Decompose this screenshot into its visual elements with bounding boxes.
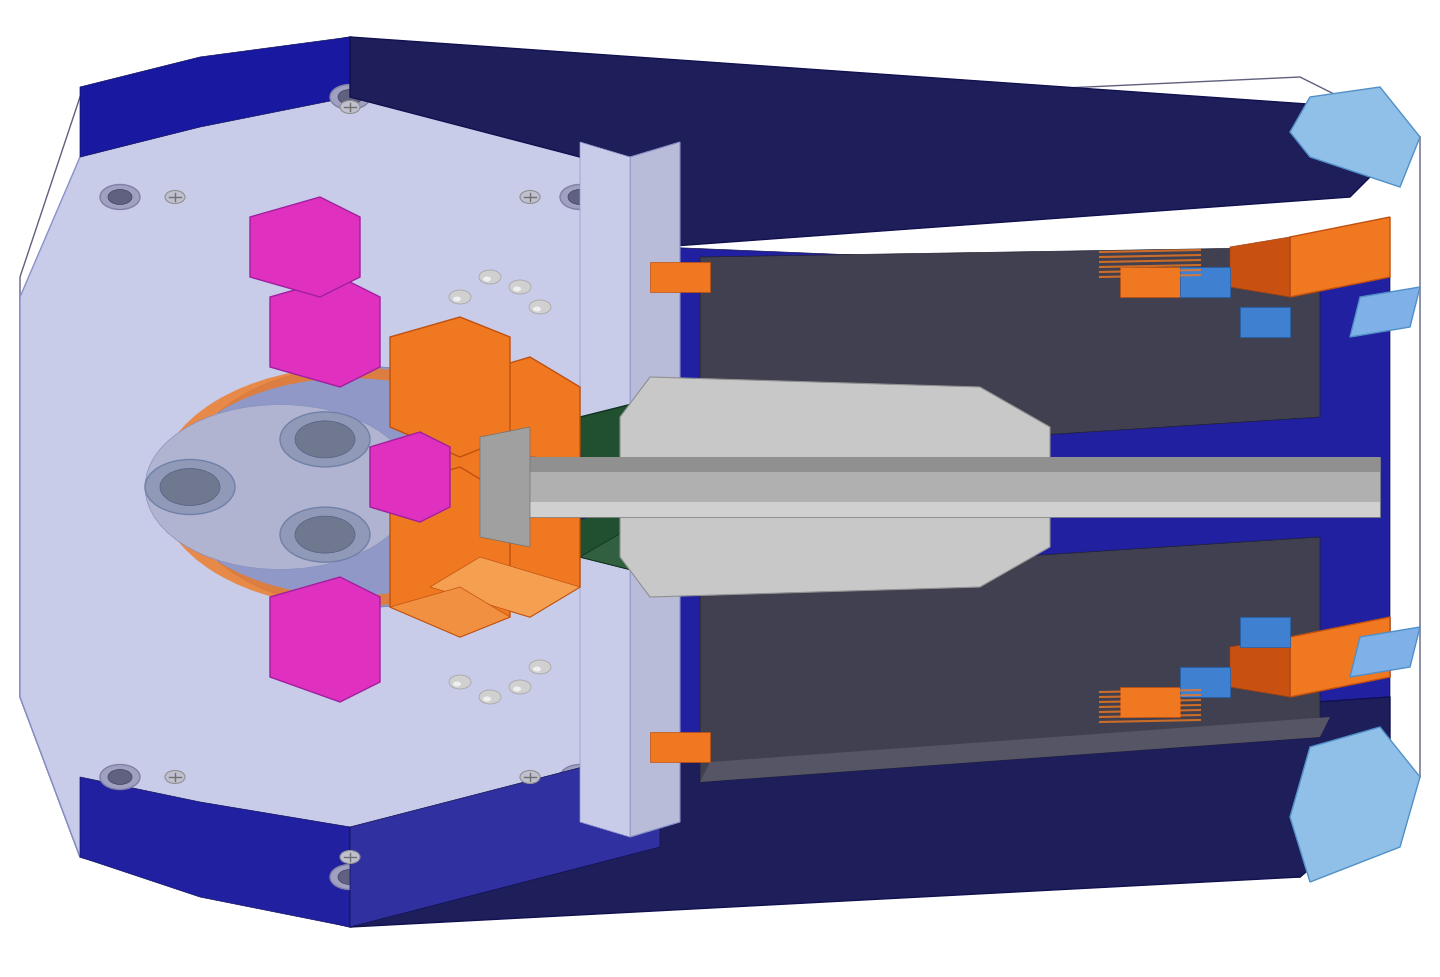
Ellipse shape <box>520 191 540 203</box>
Bar <box>1179 267 1230 297</box>
Polygon shape <box>390 587 510 637</box>
Polygon shape <box>454 440 606 535</box>
Ellipse shape <box>528 660 552 674</box>
Ellipse shape <box>482 276 491 281</box>
Polygon shape <box>20 87 660 927</box>
Ellipse shape <box>513 286 521 291</box>
Bar <box>1179 667 1230 697</box>
Ellipse shape <box>454 682 461 687</box>
Polygon shape <box>1230 637 1290 697</box>
Ellipse shape <box>567 770 592 785</box>
Ellipse shape <box>528 300 552 314</box>
Polygon shape <box>271 277 380 387</box>
Polygon shape <box>350 747 660 927</box>
Ellipse shape <box>279 507 370 562</box>
Polygon shape <box>1290 87 1420 187</box>
Polygon shape <box>431 557 580 617</box>
Bar <box>1240 617 1290 647</box>
Polygon shape <box>700 717 1331 782</box>
Ellipse shape <box>108 190 132 204</box>
Polygon shape <box>81 777 350 927</box>
Ellipse shape <box>520 771 540 784</box>
Polygon shape <box>1290 617 1390 697</box>
Polygon shape <box>1290 217 1390 297</box>
Ellipse shape <box>513 687 521 692</box>
Ellipse shape <box>449 675 471 689</box>
Polygon shape <box>631 142 680 837</box>
Ellipse shape <box>480 270 501 284</box>
Ellipse shape <box>340 101 360 113</box>
Ellipse shape <box>338 870 361 884</box>
Ellipse shape <box>145 459 235 515</box>
Polygon shape <box>480 457 1380 472</box>
Ellipse shape <box>560 764 600 789</box>
Ellipse shape <box>166 191 184 203</box>
Polygon shape <box>81 37 350 157</box>
Ellipse shape <box>330 84 370 109</box>
Polygon shape <box>482 457 577 517</box>
Ellipse shape <box>295 516 356 553</box>
Polygon shape <box>145 404 415 570</box>
Bar <box>1240 307 1290 337</box>
Ellipse shape <box>340 851 360 864</box>
Polygon shape <box>700 537 1320 782</box>
Polygon shape <box>480 427 530 547</box>
Polygon shape <box>370 432 449 522</box>
Polygon shape <box>390 317 510 457</box>
Polygon shape <box>621 377 1050 597</box>
Ellipse shape <box>295 421 356 458</box>
Ellipse shape <box>482 697 491 701</box>
Bar <box>649 732 710 762</box>
Polygon shape <box>580 397 720 577</box>
Ellipse shape <box>279 412 370 467</box>
Ellipse shape <box>454 296 461 302</box>
Polygon shape <box>1351 627 1420 677</box>
Polygon shape <box>350 37 1390 247</box>
Polygon shape <box>1290 727 1420 882</box>
Polygon shape <box>480 457 1380 517</box>
Polygon shape <box>580 522 720 577</box>
Ellipse shape <box>99 185 140 209</box>
Ellipse shape <box>108 770 132 785</box>
Ellipse shape <box>160 469 220 505</box>
Bar <box>1120 267 1179 297</box>
Ellipse shape <box>330 865 370 889</box>
Polygon shape <box>390 467 510 637</box>
Polygon shape <box>660 247 1390 747</box>
Ellipse shape <box>480 690 501 704</box>
Ellipse shape <box>508 680 531 694</box>
Polygon shape <box>271 577 380 702</box>
Ellipse shape <box>533 307 541 312</box>
Polygon shape <box>350 697 1390 927</box>
Bar <box>1120 687 1179 717</box>
Bar <box>649 262 710 292</box>
Polygon shape <box>1351 287 1420 337</box>
Ellipse shape <box>449 290 471 304</box>
Ellipse shape <box>166 771 184 784</box>
Polygon shape <box>251 197 360 297</box>
Polygon shape <box>480 502 1380 517</box>
Polygon shape <box>431 357 580 617</box>
Ellipse shape <box>533 666 541 671</box>
Ellipse shape <box>567 190 592 204</box>
Ellipse shape <box>508 280 531 294</box>
Polygon shape <box>1230 237 1290 297</box>
Polygon shape <box>700 247 1320 457</box>
Polygon shape <box>180 366 540 608</box>
Ellipse shape <box>338 90 361 105</box>
Ellipse shape <box>560 185 600 209</box>
Ellipse shape <box>99 764 140 789</box>
Polygon shape <box>580 142 631 837</box>
